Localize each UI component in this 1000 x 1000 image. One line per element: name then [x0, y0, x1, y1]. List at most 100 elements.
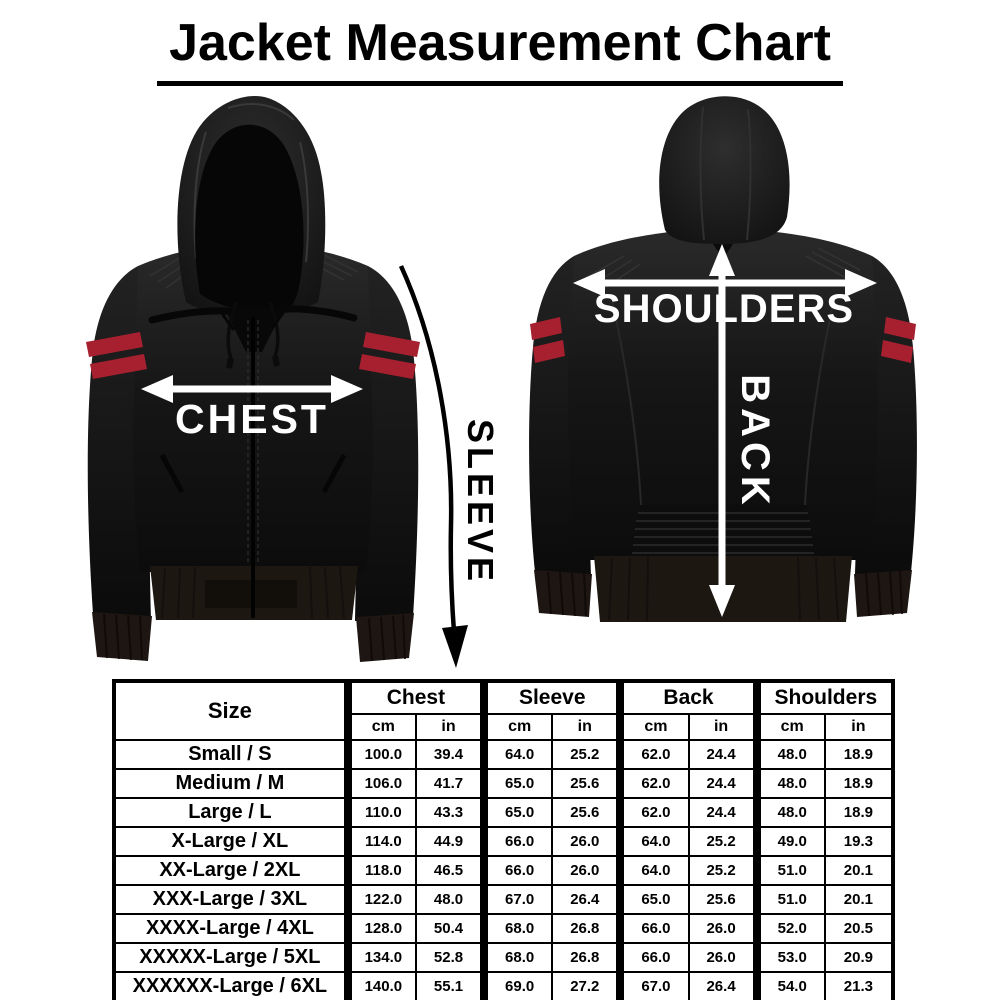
value-cell: 49.0 [752, 826, 826, 857]
value-cell: 66.0 [480, 855, 554, 886]
value-cell: 67.0 [480, 884, 554, 915]
value-cell: 25.6 [551, 768, 622, 799]
waist-pockets [159, 453, 347, 494]
value-cell: 44.9 [414, 826, 486, 857]
table-row: Large / L 110.0 43.3 65.0 25.6 62.0 24.4 48.0 18… [113, 797, 895, 828]
value-cell: 51.0 [752, 855, 826, 886]
table-row: Medium / M 106.0 41.7 65.0 25.6 62.0 24.4 48.0 1… [113, 768, 895, 799]
value-cell: 64.0 [616, 855, 690, 886]
size-cell: X-Large / XL [113, 826, 349, 857]
shoulders-column-header: Shoulders [752, 680, 895, 715]
table-row: XX-Large / 2XL 118.0 46.5 66.0 26.0 64.0 25.2 5… [113, 855, 895, 886]
value-cell: 26.8 [551, 942, 622, 973]
sleeve-column-header: Sleeve [480, 680, 622, 715]
sleeve-arrow [398, 265, 468, 668]
size-table: Size Chest Sleeve Back Shoulders cm in c… [112, 679, 895, 1000]
unit-header: cm [480, 713, 554, 741]
value-cell: 25.6 [687, 884, 758, 915]
value-cell: 68.0 [480, 942, 554, 973]
size-table-body: Small / S 100.0 39.4 64.0 25.2 62.0 24.4 48.0 18… [113, 739, 895, 1000]
size-cell: Medium / M [113, 768, 349, 799]
hood-highlights [193, 103, 309, 263]
value-cell: 53.0 [752, 942, 826, 973]
value-cell: 21.3 [823, 971, 895, 1000]
value-cell: 65.0 [480, 768, 554, 799]
table-row: XXXXXX-Large / 6XL 140.0 55.1 69.0 27.2 67.0 2… [113, 971, 895, 1000]
value-cell: 51.0 [752, 884, 826, 915]
back-red-stripes [530, 317, 916, 363]
size-cell: XXXXX-Large / 5XL [113, 942, 349, 973]
table-row: Small / S 100.0 39.4 64.0 25.2 62.0 24.4 48.0 18… [113, 739, 895, 770]
value-cell: 20.9 [823, 942, 895, 973]
front-red-stripes [86, 332, 420, 379]
table-header-row: Size Chest Sleeve Back Shoulders [113, 680, 895, 741]
value-cell: 134.0 [343, 942, 417, 973]
value-cell: 140.0 [343, 971, 417, 1000]
value-cell: 25.2 [687, 855, 758, 886]
table-row: XXXXX-Large / 5XL 134.0 52.8 68.0 26.8 66.0 26… [113, 942, 895, 973]
unit-header: in [687, 713, 758, 741]
back-hood-seams [699, 106, 752, 241]
value-cell: 68.0 [480, 913, 554, 944]
value-cell: 26.4 [551, 884, 622, 915]
front-left-cuff [92, 612, 152, 661]
value-cell: 62.0 [616, 768, 690, 799]
value-cell: 55.1 [414, 971, 486, 1000]
chest-pockets [148, 305, 358, 331]
front-hood-opening [195, 124, 304, 312]
value-cell: 48.0 [752, 739, 826, 770]
value-cell: 26.0 [687, 913, 758, 944]
table-row: XXX-Large / 3XL 122.0 48.0 67.0 26.4 65.0 25.6… [113, 884, 895, 915]
value-cell: 20.1 [823, 884, 895, 915]
size-cell: Small / S [113, 739, 349, 770]
value-cell: 18.9 [823, 739, 895, 770]
unit-header: cm [752, 713, 826, 741]
value-cell: 27.2 [551, 971, 622, 1000]
value-cell: 25.2 [551, 739, 622, 770]
value-cell: 26.0 [551, 855, 622, 886]
value-cell: 24.4 [687, 768, 758, 799]
value-cell: 26.0 [551, 826, 622, 857]
value-cell: 39.4 [414, 739, 486, 770]
value-cell: 54.0 [752, 971, 826, 1000]
page-title: Jacket Measurement Chart [157, 14, 843, 86]
value-cell: 26.8 [551, 913, 622, 944]
header: Jacket Measurement Chart [0, 14, 1000, 86]
unit-header: cm [616, 713, 690, 741]
size-cell: XXX-Large / 3XL [113, 884, 349, 915]
value-cell: 20.1 [823, 855, 895, 886]
value-cell: 100.0 [343, 739, 417, 770]
value-cell: 65.0 [616, 884, 690, 915]
value-cell: 67.0 [616, 971, 690, 1000]
value-cell: 118.0 [343, 855, 417, 886]
table-row: XXXX-Large / 4XL 128.0 50.4 68.0 26.8 66.0 26.… [113, 913, 895, 944]
value-cell: 106.0 [343, 768, 417, 799]
back-seams [611, 299, 835, 506]
size-cell: XXXX-Large / 4XL [113, 913, 349, 944]
value-cell: 19.3 [823, 826, 895, 857]
value-cell: 69.0 [480, 971, 554, 1000]
value-cell: 46.5 [414, 855, 486, 886]
value-cell: 50.4 [414, 913, 486, 944]
back-hem-ribs [608, 556, 839, 622]
value-cell: 52.0 [752, 913, 826, 944]
value-cell: 26.0 [687, 942, 758, 973]
sleeve-label: SLEEVE [460, 419, 501, 585]
hem-ribs [161, 566, 345, 619]
hood-drawstrings [226, 301, 280, 369]
back-label: BACK [733, 374, 777, 510]
measurement-table-section: Size Chest Sleeve Back Shoulders cm in c… [112, 679, 895, 1000]
unit-header: in [823, 713, 895, 741]
value-cell: 52.8 [414, 942, 486, 973]
value-cell: 114.0 [343, 826, 417, 857]
chest-label: CHEST [175, 396, 329, 442]
table-row: X-Large / XL 114.0 44.9 66.0 26.0 64.0 25.2 49.… [113, 826, 895, 857]
value-cell: 18.9 [823, 768, 895, 799]
front-jacket-illustration [86, 96, 420, 662]
unit-header: in [551, 713, 622, 741]
unit-header: cm [343, 713, 417, 741]
value-cell: 66.0 [616, 913, 690, 944]
value-cell: 64.0 [480, 739, 554, 770]
